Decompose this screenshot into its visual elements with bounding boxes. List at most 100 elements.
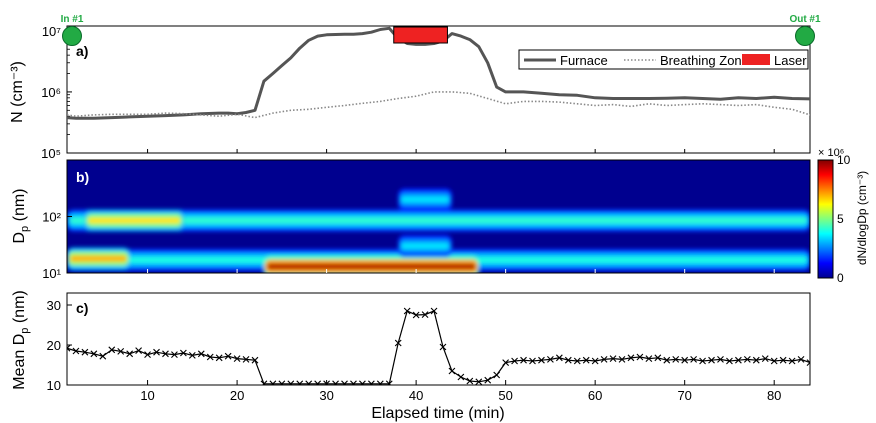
mean-dp-point [171, 351, 178, 358]
heatmap-band-core [87, 217, 181, 224]
mean-dp-point [197, 350, 205, 358]
mean-dp-point [547, 356, 554, 363]
panel-c-xtick-label: 70 [677, 388, 691, 403]
mean-dp-point [359, 380, 366, 385]
mean-dp-point [690, 356, 698, 363]
mean-dp-point [681, 356, 689, 364]
panel-a-ytick-label: 10⁷ [42, 24, 61, 39]
panel-b-label: b) [76, 169, 89, 185]
panel-a-ytick-label: 10⁶ [41, 85, 61, 100]
mean-dp-point [403, 307, 411, 315]
panel-c-ytick-label: 10 [47, 378, 61, 393]
heatmap-band-core [70, 217, 807, 224]
mean-dp-point [421, 311, 429, 318]
mean-dp-point [314, 380, 322, 385]
heatmap-band-core [401, 196, 449, 203]
mean-dp-point [645, 355, 653, 362]
mean-dp-point [475, 378, 483, 385]
mean-dp-point [72, 347, 80, 355]
mean-dp-point [206, 353, 214, 361]
mean-dp-point [654, 354, 662, 362]
mean-dp-point [305, 380, 313, 385]
mean-dp-point [323, 380, 330, 385]
mean-dp-point [591, 357, 599, 365]
mean-dp-point [761, 355, 769, 362]
panel-b-ytick-label: 10¹ [42, 266, 61, 281]
mean-dp-point [663, 356, 671, 364]
mean-dp-point [341, 380, 348, 385]
panel-c-series [67, 307, 810, 385]
panel-b-ylabel: Dp (nm) [11, 188, 31, 243]
colorbar: 0 5 10 × 10⁶ dN/dlogDp (cm⁻³) [817, 147, 869, 285]
mean-dp-point [466, 377, 474, 385]
mean-dp-point [538, 356, 545, 364]
series-breathing-zone [67, 91, 810, 119]
mean-dp-point [135, 347, 143, 354]
mean-dp-point [699, 357, 706, 365]
panel-b-y-ticks: 10¹ 10² [42, 210, 72, 281]
panel-c-xtick-label: 40 [409, 388, 423, 403]
mean-dp-point [734, 356, 742, 364]
mean-dp-point [743, 356, 751, 363]
panel-c-ylabel: Mean Dp (nm) [11, 290, 31, 390]
sampler-marker [795, 26, 815, 46]
panel-c-xtick-label: 10 [140, 388, 154, 403]
mean-dp-line [67, 310, 810, 385]
mean-dp-point [484, 376, 492, 384]
panel-b: 10¹ 10² b) Dp (nm) 0 5 10 × 10⁶ dN/dlogDp (… [11, 147, 869, 285]
panel-b-ytick-label: 10² [42, 210, 61, 225]
panel-c-xtick-label: 50 [498, 388, 512, 403]
mean-dp-point [555, 354, 563, 362]
colorbar-gradient [817, 159, 834, 279]
panel-c-label: c) [76, 300, 88, 316]
mean-dp-point [332, 380, 339, 385]
panel-c-ytick-label: 30 [47, 298, 61, 313]
panel-c-xtick-label: 60 [588, 388, 602, 403]
mean-dp-point [806, 359, 810, 366]
panel-a-ylabel: N (cm⁻³) [9, 61, 26, 123]
panel-c-xtick-label: 80 [767, 388, 781, 403]
panel-c-xtick-label: 20 [230, 388, 244, 403]
mean-dp-point [708, 356, 715, 364]
legend-swatch-laser [742, 54, 770, 65]
mean-dp-point [81, 348, 89, 356]
legend-label: Breathing Zone [660, 53, 749, 68]
panel-a: 10⁵ 10⁶ 10⁷ In #1 Out #1 a) N (cm⁻³) Furnac… [9, 14, 821, 161]
mean-dp-point [627, 354, 635, 362]
mean-dp-point [511, 357, 518, 365]
mean-dp-point [99, 352, 107, 360]
mean-dp-point [582, 356, 590, 364]
mean-dp-point [215, 354, 223, 362]
colorbar-multiplier: × 10⁶ [818, 147, 844, 159]
mean-dp-point [609, 355, 617, 362]
mean-dp-point [287, 380, 295, 385]
mean-dp-point [573, 357, 581, 365]
colorbar-ticks: 0 5 10 [837, 153, 851, 285]
heatmap-band-core [70, 255, 127, 262]
mean-dp-point [144, 351, 151, 358]
mean-dp-point [376, 380, 384, 385]
mean-dp-point [233, 355, 241, 362]
mean-dp-point [67, 344, 71, 352]
panel-a-ytick-label: 10⁵ [41, 146, 61, 161]
mean-dp-point [153, 348, 160, 356]
heatmap-band-core [266, 263, 476, 270]
legend: Furnace Breathing Zone Laser [518, 49, 809, 70]
mean-dp-point [439, 343, 447, 351]
mean-dp-point [260, 380, 268, 385]
legend-label: Laser [774, 53, 807, 68]
panel-c: 10 20 30 10 20 30 40 50 60 70 80 c) Mean Dp (nm) E… [11, 149, 811, 422]
colorbar-tick-label: 10 [837, 153, 851, 167]
mean-dp-point [520, 356, 527, 364]
mean-dp-point [788, 357, 796, 365]
mean-dp-point [797, 356, 805, 363]
colorbar-tick-label: 5 [837, 212, 844, 226]
mean-dp-point [224, 352, 232, 360]
mean-dp-point [672, 356, 680, 363]
mean-dp-point [457, 373, 465, 381]
panel-a-label: a) [76, 43, 88, 59]
mean-dp-point [385, 380, 393, 385]
mean-dp-point [269, 380, 277, 385]
mean-dp-point [162, 350, 169, 358]
